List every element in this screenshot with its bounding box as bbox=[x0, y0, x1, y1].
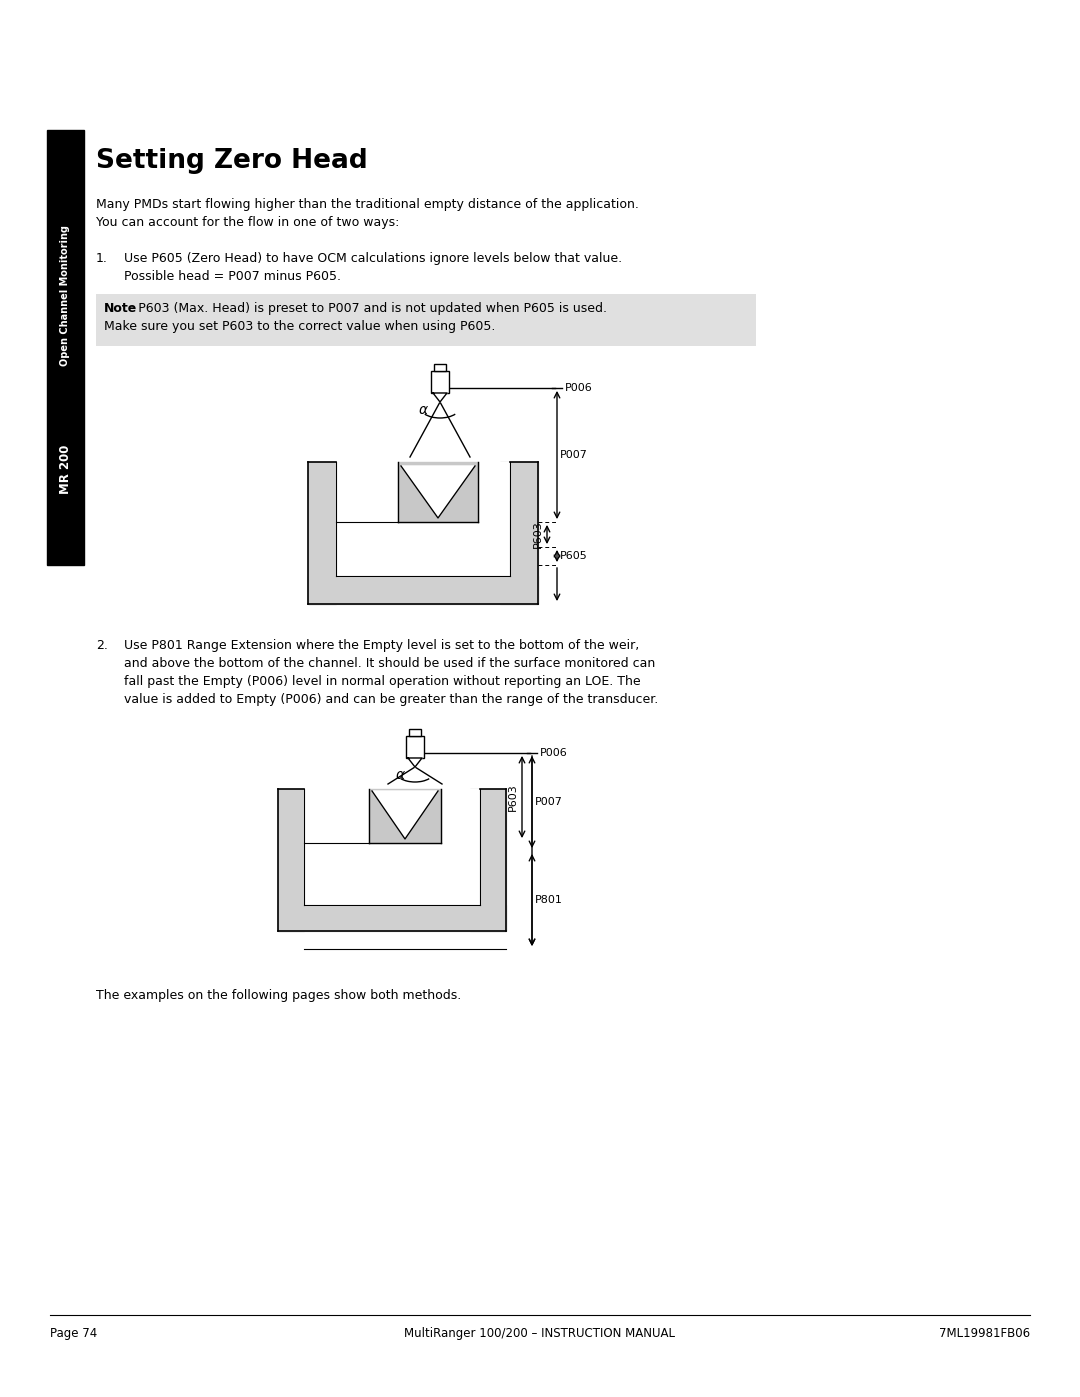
Text: P007: P007 bbox=[535, 798, 563, 807]
Text: P006: P006 bbox=[565, 383, 593, 393]
Polygon shape bbox=[401, 467, 475, 518]
Bar bbox=[96, 293, 756, 346]
Text: 7ML19981FB06: 7ML19981FB06 bbox=[939, 1327, 1030, 1340]
Text: P801: P801 bbox=[535, 895, 563, 905]
Text: Use P801 Range Extension where the Empty level is set to the bottom of the weir,: Use P801 Range Extension where the Empty… bbox=[124, 638, 639, 652]
Bar bbox=[409, 729, 421, 736]
Bar bbox=[278, 789, 303, 930]
Bar bbox=[278, 905, 507, 930]
Text: P603: P603 bbox=[508, 784, 518, 810]
Text: $\alpha$: $\alpha$ bbox=[395, 768, 406, 782]
Text: MultiRanger 100/200 – INSTRUCTION MANUAL: MultiRanger 100/200 – INSTRUCTION MANUAL bbox=[405, 1327, 675, 1340]
Bar bbox=[303, 789, 480, 905]
Text: P605: P605 bbox=[561, 550, 588, 562]
Text: fall past the Empty (P006) level in normal operation without reporting an LOE. T: fall past the Empty (P006) level in norm… bbox=[124, 675, 640, 687]
Text: P007: P007 bbox=[561, 450, 588, 460]
Text: Use P605 (Zero Head) to have OCM calculations ignore levels below that value.: Use P605 (Zero Head) to have OCM calcula… bbox=[124, 251, 622, 265]
Bar bbox=[336, 462, 510, 576]
Bar bbox=[308, 576, 538, 604]
Text: The examples on the following pages show both methods.: The examples on the following pages show… bbox=[96, 989, 461, 1002]
Bar bbox=[431, 372, 449, 393]
Text: 2.: 2. bbox=[96, 638, 108, 652]
Bar bbox=[406, 736, 424, 759]
Text: MR 200: MR 200 bbox=[59, 444, 72, 495]
Text: Many PMDs start flowing higher than the traditional empty distance of the applic: Many PMDs start flowing higher than the … bbox=[96, 198, 639, 211]
Text: and above the bottom of the channel. It should be used if the surface monitored : and above the bottom of the channel. It … bbox=[124, 657, 656, 671]
Polygon shape bbox=[408, 759, 422, 767]
Polygon shape bbox=[372, 791, 438, 840]
Bar bbox=[434, 365, 446, 372]
Text: You can account for the flow in one of two ways:: You can account for the flow in one of t… bbox=[96, 217, 400, 229]
Text: 1.: 1. bbox=[96, 251, 108, 265]
Text: value is added to Empty (P006) and can be greater than the range of the transduc: value is added to Empty (P006) and can b… bbox=[124, 693, 658, 705]
Text: Page 74: Page 74 bbox=[50, 1327, 97, 1340]
Bar bbox=[470, 789, 507, 930]
Bar bbox=[399, 462, 478, 522]
Bar bbox=[369, 789, 441, 842]
Text: $\alpha$: $\alpha$ bbox=[418, 402, 429, 416]
Text: Setting Zero Head: Setting Zero Head bbox=[96, 148, 368, 175]
Text: Make sure you set P603 to the correct value when using P605.: Make sure you set P603 to the correct va… bbox=[104, 320, 496, 332]
Text: Note: Note bbox=[104, 302, 137, 314]
Bar bbox=[48, 130, 84, 564]
Bar bbox=[500, 462, 538, 604]
Text: : P603 (Max. Head) is preset to P007 and is not updated when P605 is used.: : P603 (Max. Head) is preset to P007 and… bbox=[130, 302, 607, 314]
Text: P006: P006 bbox=[540, 747, 568, 759]
Polygon shape bbox=[433, 393, 447, 402]
Text: P603: P603 bbox=[534, 521, 543, 549]
Text: Open Channel Monitoring: Open Channel Monitoring bbox=[60, 225, 70, 366]
Bar bbox=[308, 462, 336, 604]
Text: Possible head = P007 minus P605.: Possible head = P007 minus P605. bbox=[124, 270, 341, 284]
